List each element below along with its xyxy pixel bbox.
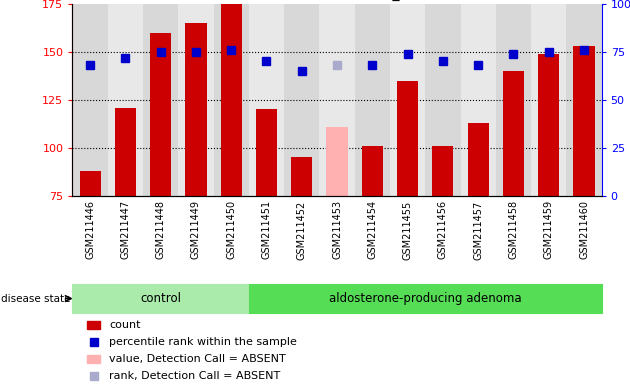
Text: GSM211456: GSM211456 xyxy=(438,200,448,259)
Bar xyxy=(467,123,489,196)
Bar xyxy=(256,109,277,196)
Bar xyxy=(72,284,249,313)
Bar xyxy=(425,4,461,196)
Text: GSM211451: GSM211451 xyxy=(261,200,272,259)
Bar xyxy=(355,4,390,196)
Bar xyxy=(362,146,383,196)
Text: disease state: disease state xyxy=(1,293,70,304)
Bar xyxy=(115,108,136,196)
Bar xyxy=(390,4,425,196)
Bar xyxy=(397,81,418,196)
Bar xyxy=(319,4,355,196)
Bar xyxy=(150,33,171,196)
Text: GSM211449: GSM211449 xyxy=(191,200,201,259)
Bar xyxy=(88,321,100,329)
Text: GSM211453: GSM211453 xyxy=(332,200,342,259)
Bar xyxy=(566,4,602,196)
Bar xyxy=(72,4,108,196)
Bar xyxy=(220,4,242,196)
Text: GSM211452: GSM211452 xyxy=(297,200,307,260)
Text: GSM211447: GSM211447 xyxy=(120,200,130,259)
Text: GSM211446: GSM211446 xyxy=(85,200,95,259)
Bar xyxy=(214,4,249,196)
Text: aldosterone-producing adenoma: aldosterone-producing adenoma xyxy=(329,292,522,305)
Text: percentile rank within the sample: percentile rank within the sample xyxy=(110,337,297,347)
Bar xyxy=(432,146,454,196)
Bar xyxy=(79,171,101,196)
Text: GSM211455: GSM211455 xyxy=(403,200,413,260)
Text: count: count xyxy=(110,320,141,330)
Bar xyxy=(249,284,602,313)
Bar xyxy=(88,355,100,363)
Text: GSM211450: GSM211450 xyxy=(226,200,236,259)
Text: GSM211459: GSM211459 xyxy=(544,200,554,259)
Text: GSM211460: GSM211460 xyxy=(579,200,589,259)
Bar xyxy=(573,46,595,196)
Text: GSM211448: GSM211448 xyxy=(156,200,166,259)
Bar xyxy=(326,127,348,196)
Bar xyxy=(531,4,566,196)
Bar xyxy=(178,4,214,196)
Bar xyxy=(496,4,531,196)
Bar xyxy=(538,54,559,196)
Bar xyxy=(143,4,178,196)
Text: GSM211457: GSM211457 xyxy=(473,200,483,260)
Bar xyxy=(291,157,312,196)
Text: GSM211454: GSM211454 xyxy=(367,200,377,259)
Bar xyxy=(249,4,284,196)
Bar xyxy=(185,23,207,196)
Text: control: control xyxy=(140,292,181,305)
Bar xyxy=(503,71,524,196)
Bar xyxy=(108,4,143,196)
Bar xyxy=(284,4,319,196)
Text: value, Detection Call = ABSENT: value, Detection Call = ABSENT xyxy=(110,354,286,364)
Text: GSM211458: GSM211458 xyxy=(508,200,518,259)
Bar xyxy=(461,4,496,196)
Text: rank, Detection Call = ABSENT: rank, Detection Call = ABSENT xyxy=(110,371,281,381)
Title: GDS2860 / 203092_at: GDS2860 / 203092_at xyxy=(261,0,413,2)
